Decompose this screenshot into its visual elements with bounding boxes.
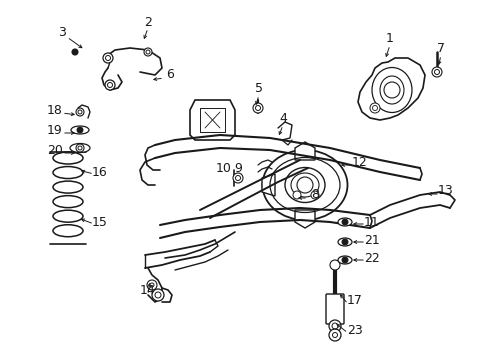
Text: 5: 5: [254, 81, 263, 94]
Text: 11: 11: [364, 216, 379, 229]
Text: 15: 15: [92, 216, 108, 229]
Circle shape: [72, 49, 78, 55]
Text: 20: 20: [47, 144, 63, 157]
Polygon shape: [262, 174, 274, 196]
Text: 4: 4: [279, 112, 286, 125]
Text: 9: 9: [234, 162, 242, 175]
Circle shape: [232, 173, 243, 183]
Circle shape: [296, 177, 312, 193]
Text: 10: 10: [216, 162, 231, 175]
Text: 19: 19: [47, 123, 63, 136]
Circle shape: [369, 103, 379, 113]
Text: 22: 22: [364, 252, 379, 265]
Text: 6: 6: [166, 68, 174, 81]
Polygon shape: [357, 58, 424, 120]
Ellipse shape: [337, 218, 351, 226]
Ellipse shape: [285, 167, 325, 202]
Circle shape: [77, 127, 83, 133]
Circle shape: [105, 80, 115, 90]
Polygon shape: [294, 210, 314, 228]
Ellipse shape: [70, 144, 90, 153]
Ellipse shape: [53, 167, 83, 179]
Ellipse shape: [379, 76, 403, 104]
Ellipse shape: [53, 152, 83, 164]
Circle shape: [76, 144, 84, 152]
Circle shape: [310, 191, 318, 199]
Text: 2: 2: [144, 15, 152, 28]
Circle shape: [341, 239, 347, 245]
Text: 7: 7: [436, 41, 444, 54]
Text: 1: 1: [385, 31, 393, 45]
Circle shape: [252, 103, 263, 113]
Circle shape: [76, 108, 84, 116]
Text: 17: 17: [346, 293, 362, 306]
Circle shape: [292, 191, 301, 199]
Circle shape: [341, 219, 347, 225]
Circle shape: [431, 67, 441, 77]
Circle shape: [328, 329, 340, 341]
Ellipse shape: [337, 256, 351, 264]
Circle shape: [328, 320, 340, 332]
FancyBboxPatch shape: [325, 294, 343, 324]
Ellipse shape: [53, 225, 83, 237]
Ellipse shape: [53, 210, 83, 222]
Circle shape: [329, 260, 339, 270]
Polygon shape: [294, 142, 314, 160]
Polygon shape: [190, 100, 235, 140]
Text: 18: 18: [47, 104, 63, 117]
Text: 23: 23: [346, 324, 362, 337]
Circle shape: [103, 53, 113, 63]
Text: 12: 12: [351, 157, 367, 170]
Text: 8: 8: [310, 189, 318, 202]
Circle shape: [383, 82, 399, 98]
Ellipse shape: [71, 126, 89, 134]
Ellipse shape: [337, 238, 351, 246]
Text: 13: 13: [437, 184, 453, 197]
Text: 16: 16: [92, 166, 108, 179]
Text: 21: 21: [364, 234, 379, 247]
Ellipse shape: [53, 181, 83, 193]
Ellipse shape: [53, 195, 83, 208]
Circle shape: [147, 280, 157, 290]
Text: 3: 3: [58, 26, 66, 39]
Ellipse shape: [262, 150, 347, 220]
Circle shape: [143, 48, 152, 56]
Circle shape: [152, 289, 163, 301]
Circle shape: [341, 257, 347, 263]
Text: 14: 14: [140, 284, 156, 297]
